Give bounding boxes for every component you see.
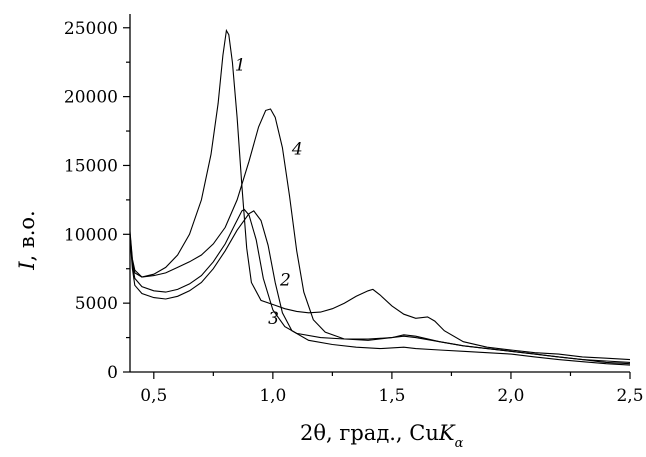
y-tick-label: 20000 <box>64 88 118 108</box>
x-tick-label: 2,0 <box>497 386 524 406</box>
series-label-4: 4 <box>291 139 303 159</box>
y-tick-label: 5000 <box>75 294 118 314</box>
series-labels: 1 23 4 <box>235 55 303 328</box>
y-tick-label: 15000 <box>64 156 118 176</box>
series-line-1 <box>129 28 631 361</box>
y-tick-label: 0 <box>107 363 118 383</box>
series-line-4 <box>129 108 631 365</box>
x-tick-label: 2,5 <box>616 386 643 406</box>
y-axis-ticks: 0 5000 10000 15000 20000 25000 <box>64 19 130 383</box>
x-tick-label: 1,5 <box>378 386 405 406</box>
series-label-2: 2 <box>279 270 291 290</box>
x-tick-label: 0,5 <box>140 386 167 406</box>
y-tick-label: 25000 <box>64 19 118 39</box>
x-axis-ticks: 0,5 1,0 1,5 2,0 2,5 <box>140 372 644 406</box>
series-label-1: 1 <box>235 55 246 75</box>
x-axis-title: 2θ, град., CuKα <box>300 421 464 451</box>
y-axis-title: I, в.о. <box>15 210 39 270</box>
series-curves <box>129 28 631 366</box>
y-tick-label: 10000 <box>64 225 118 245</box>
x-tick-label: 1,0 <box>259 386 286 406</box>
series-line-3 <box>129 210 631 366</box>
series-label-3: 3 <box>268 309 279 329</box>
